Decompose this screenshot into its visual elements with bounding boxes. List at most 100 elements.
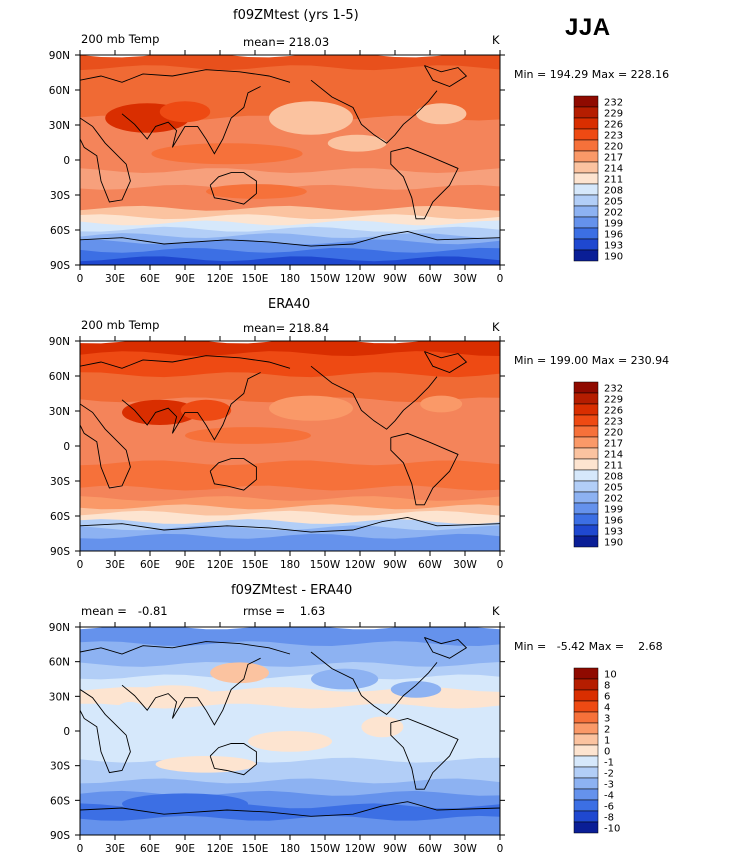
x-tick-label: 60E: [140, 273, 160, 285]
panel-1-min-max: Min = 194.29 Max = 228.16: [514, 68, 670, 81]
colorbar-swatch: [573, 425, 599, 438]
colorbar-swatch: [573, 238, 599, 251]
colorbar-label: 232: [604, 98, 623, 109]
colorbar-swatch: [573, 381, 599, 394]
contour-blob: [180, 399, 232, 421]
panel-3-title: f09ZMtest - ERA40: [231, 583, 353, 598]
panel-2-map: 0 30E 60E 90E 120E 150E 180 150W 120W 90W 60W 30W 09…: [49, 336, 505, 571]
colorbar-label: 202: [604, 494, 623, 505]
colorbar-label: -2: [604, 769, 614, 780]
y-tick-label: 90S: [50, 260, 70, 272]
y-tick-label: 90S: [50, 546, 70, 558]
x-tick-label: 30W: [453, 843, 477, 855]
x-tick-label: 30W: [453, 273, 477, 285]
colorbar-swatch: [573, 722, 599, 735]
colorbar-label: 229: [604, 109, 623, 120]
panel-2-mean-label: mean= 218.84: [243, 321, 330, 335]
y-tick-label: 60S: [50, 225, 70, 237]
x-tick-label: 60W: [418, 843, 442, 855]
coastline: [209, 743, 257, 776]
y-tick-label: 60N: [49, 657, 70, 669]
panel-1-units-label: K: [492, 33, 500, 47]
panel-1-field: [80, 55, 500, 265]
contour-blob: [416, 103, 467, 125]
colorbar-label: -8: [604, 813, 614, 824]
coastline: [80, 230, 500, 247]
colorbar-swatch: [573, 216, 599, 229]
colorbar-label: 226: [604, 406, 623, 417]
y-tick-label: 30S: [50, 476, 70, 488]
colorbar-label: 226: [604, 120, 623, 131]
contour-blob: [185, 427, 311, 444]
colorbar-label: -1: [604, 758, 614, 769]
colorbar-swatch: [573, 117, 599, 130]
colorbar-swatch: [573, 128, 599, 141]
season-label: JJA: [565, 14, 611, 41]
colorbar-label: 205: [604, 197, 623, 208]
panel-2-title: ERA40: [268, 297, 311, 312]
coastline: [80, 641, 291, 655]
x-tick-label: 120E: [207, 559, 234, 571]
contour-blob: [155, 755, 257, 773]
x-tick-label: 90W: [383, 843, 407, 855]
y-tick-label: 30N: [49, 406, 70, 418]
coastline: [205, 372, 261, 441]
colorbar-swatch: [573, 106, 599, 119]
colorbar-swatch: [573, 414, 599, 427]
x-tick-label: 0: [77, 273, 84, 285]
colorbar-swatch: [573, 150, 599, 163]
colorbar-swatch: [573, 95, 599, 108]
colorbar-swatch: [573, 524, 599, 537]
contour-blob: [269, 101, 353, 135]
colorbar-swatch: [573, 436, 599, 449]
coastline: [80, 403, 131, 489]
panel-3-min-max: Min = -5.42 Max = 2.68: [514, 640, 663, 653]
panel-1-map: 0 30E 60E 90E 120E 150E 180 150W 120W 90W 60W 30W 09…: [49, 50, 505, 285]
y-tick-label: 60N: [49, 85, 70, 97]
colorbar-label: 211: [604, 175, 623, 186]
colorbar-swatch: [573, 491, 599, 504]
x-tick-label: 0: [77, 843, 84, 855]
coastline: [80, 117, 131, 203]
coastline: [310, 79, 438, 144]
x-tick-label: 120E: [207, 273, 234, 285]
panel-3-rmse-label: rmse = 1.63: [243, 604, 326, 618]
colorbar-swatch: [573, 777, 599, 790]
x-tick-label: 180: [280, 843, 300, 855]
coastline: [310, 365, 438, 430]
colorbar-label: 223: [604, 417, 623, 428]
x-tick-label: 90E: [175, 559, 195, 571]
panel-1-mean-label: mean= 218.03: [243, 35, 330, 49]
contour-blob: [269, 395, 353, 421]
contour-band: [80, 815, 500, 835]
colorbar-swatch: [573, 678, 599, 691]
y-tick-label: 0: [63, 726, 70, 738]
colorbar-label: 6: [604, 692, 610, 703]
colorbar-label: 193: [604, 527, 623, 538]
colorbar-swatch: [573, 667, 599, 680]
panel-2-field: [80, 341, 500, 551]
coastline: [209, 172, 257, 205]
colorbar-swatch: [573, 227, 599, 240]
panel-2-min-max: Min = 199.00 Max = 230.94: [514, 354, 670, 367]
colorbar-swatch: [573, 183, 599, 196]
colorbar-swatch: [573, 458, 599, 471]
coastline: [80, 355, 291, 369]
contour-blob: [151, 143, 303, 165]
panel-2-units-label: K: [492, 320, 500, 334]
contour-blob: [210, 662, 269, 684]
y-tick-label: 30N: [49, 691, 70, 703]
x-tick-label: 90E: [175, 843, 195, 855]
colorbar-swatch: [573, 799, 599, 812]
colorbar-label: 202: [604, 208, 623, 219]
x-tick-label: 150E: [242, 559, 269, 571]
contour-band: [80, 533, 500, 551]
colorbar-label: -6: [604, 802, 614, 813]
colorbar-label: 220: [604, 428, 623, 439]
contour-blob: [122, 793, 248, 815]
x-tick-label: 30E: [105, 559, 125, 571]
x-tick-label: 0: [497, 273, 504, 285]
colorbar-swatch: [573, 392, 599, 405]
